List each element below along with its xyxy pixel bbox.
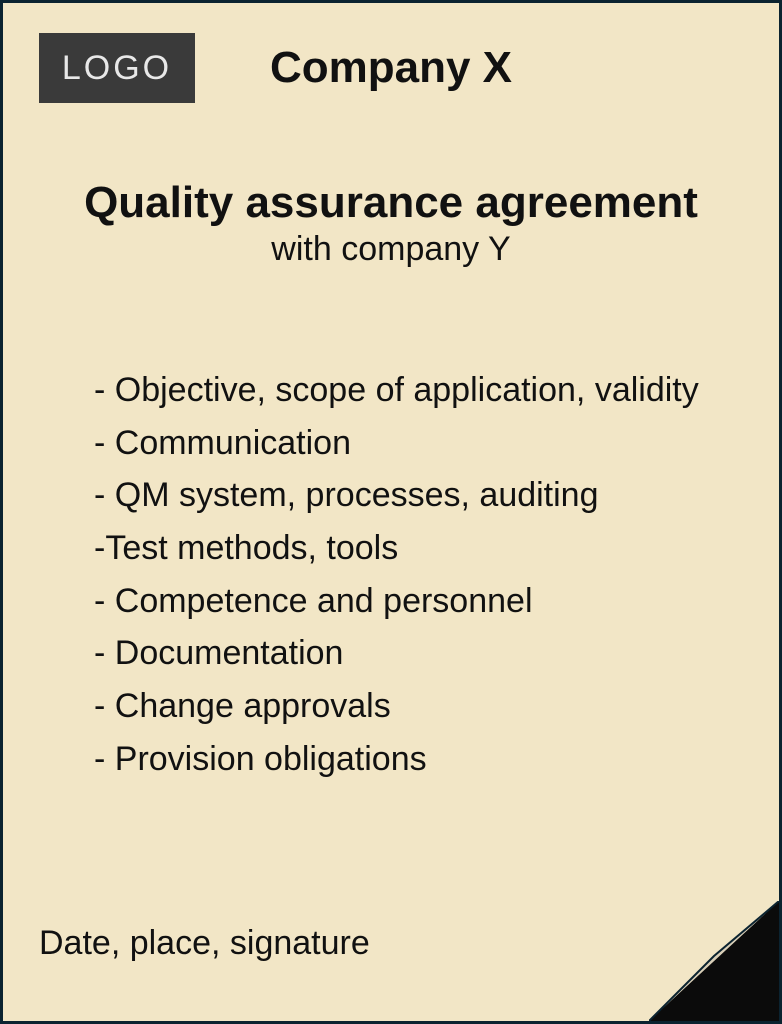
list-item: - Provision obligations [94,733,743,786]
document-title: Quality assurance agreement [39,178,743,228]
list-item: - QM system, processes, auditing [94,469,743,522]
page-curl-icon [649,901,779,1021]
list-item: - Documentation [94,627,743,680]
logo-placeholder: LOGO [39,33,195,103]
document-page: LOGO Company X Quality assurance agreeme… [0,0,782,1024]
list-item: - Objective, scope of application, valid… [94,364,743,417]
document-subtitle: with company Y [39,230,743,269]
list-item: - Competence and personnel [94,575,743,628]
list-item: - Change approvals [94,680,743,733]
logo-text: LOGO [62,49,172,88]
list-item: - Communication [94,417,743,470]
signature-line: Date, place, signature [39,924,370,963]
list-item: -Test methods, tools [94,522,743,575]
content-list: - Objective, scope of application, valid… [94,364,743,786]
